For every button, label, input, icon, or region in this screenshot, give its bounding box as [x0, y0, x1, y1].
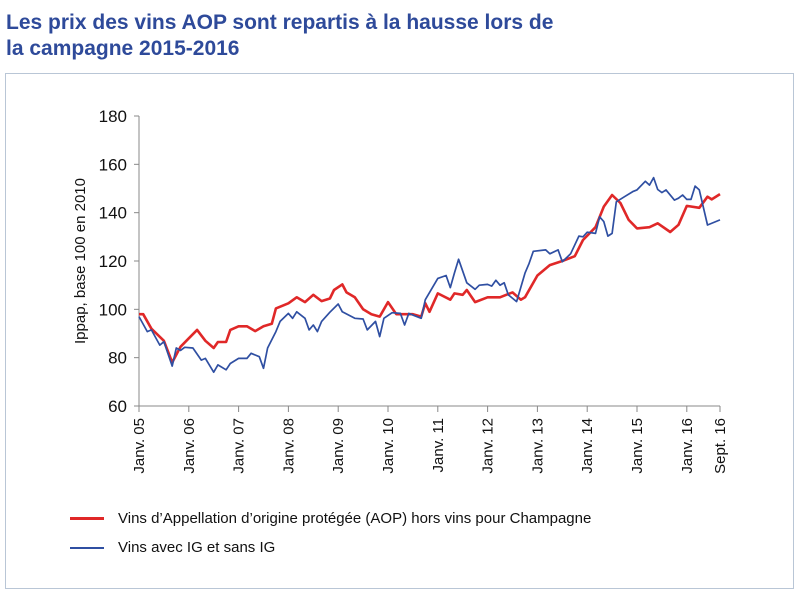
- y-tick-label: 180: [99, 107, 127, 126]
- x-tick-label: Janv. 09: [330, 418, 347, 474]
- title-line-1: Les prix des vins AOP sont repartis à la…: [6, 11, 554, 34]
- y-tick-label: 60: [108, 397, 127, 416]
- x-tick-label: Janv. 13: [529, 418, 546, 474]
- y-tick-label: 160: [99, 155, 127, 174]
- x-tick-label: Janv. 14: [579, 418, 596, 474]
- x-tick-label: Janv. 16: [679, 418, 696, 474]
- y-tick-label: 80: [108, 349, 127, 368]
- x-tick-label: Janv. 11: [430, 418, 447, 472]
- chart-title: Les prix des vins AOP sont repartis à la…: [6, 10, 553, 62]
- y-tick-label: 100: [99, 300, 127, 319]
- x-tick-label: Sept. 16: [712, 418, 729, 474]
- x-tick-label: Janv. 10: [380, 418, 397, 474]
- title-line-2: la campagne 2015-2016: [6, 37, 240, 60]
- y-axis-label: Ippap, base 100 en 2010: [72, 178, 89, 344]
- y-tick-label: 140: [99, 204, 127, 223]
- series-line-aop: [139, 193, 721, 364]
- chart-frame: [5, 73, 794, 589]
- x-tick-label: Janv. 12: [480, 418, 497, 474]
- series-line-ig: [138, 176, 721, 374]
- legend-item-aop: Vins d’Appellation d’origine protégée (A…: [70, 510, 591, 527]
- legend-swatch-aop: [70, 517, 104, 520]
- x-tick-label: Janv. 07: [231, 418, 248, 474]
- legend-item-ig: Vins avec IG et sans IG: [70, 539, 275, 556]
- y-tick-label: 120: [99, 252, 127, 271]
- x-tick-label: Janv. 05: [131, 418, 148, 474]
- x-tick-label: Janv. 06: [181, 418, 198, 474]
- legend-swatch-ig: [70, 546, 104, 549]
- legend-label-aop: Vins d’Appellation d’origine protégée (A…: [118, 510, 592, 527]
- legend-label-ig: Vins avec IG et sans IG: [118, 539, 276, 556]
- x-tick-label: Janv. 15: [629, 418, 646, 474]
- x-tick-label: Janv. 08: [280, 418, 297, 474]
